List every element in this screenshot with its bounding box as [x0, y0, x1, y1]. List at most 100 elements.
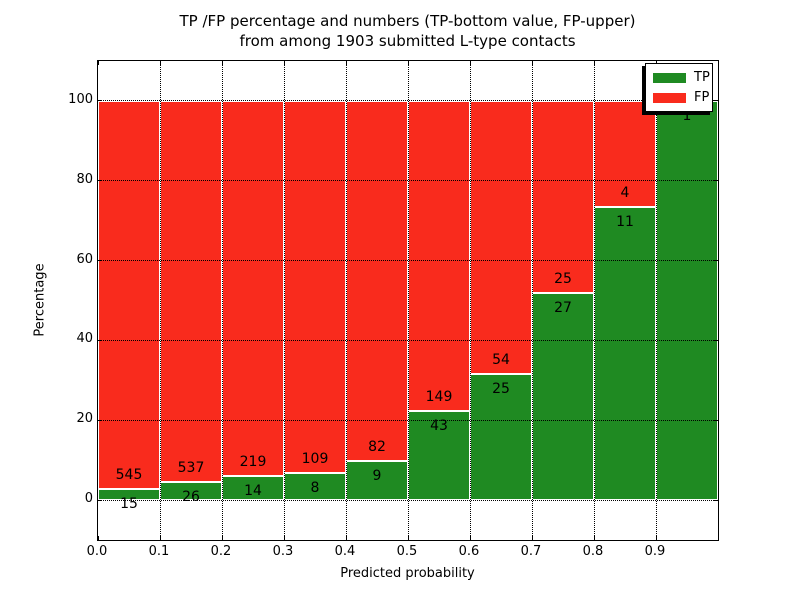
x-tick-label: 0.4: [334, 544, 356, 559]
gridline-vertical: [469, 61, 471, 540]
x-tickmark-bottom: [469, 536, 471, 540]
x-tickmark-top: [407, 61, 409, 65]
y-tickmark-left: [98, 100, 102, 102]
bar-segment-tp: [470, 373, 532, 501]
legend-swatch-tp: [653, 72, 686, 83]
bar-label-tp: 27: [554, 299, 572, 316]
bar-segment-tp: [408, 410, 470, 501]
y-tickmark-right: [714, 260, 718, 262]
gridline-horizontal: [98, 260, 718, 262]
chart-title-line1: TP /FP percentage and numbers (TP-bottom…: [179, 12, 636, 30]
x-tickmark-top: [593, 61, 595, 65]
gridline-horizontal: [98, 339, 718, 341]
x-tickmark-top: [97, 61, 99, 65]
gridline-vertical: [283, 61, 285, 540]
bar-segment-fp: [470, 100, 532, 374]
bar-segment-tp: [594, 207, 656, 501]
bar-segment-fp: [408, 100, 470, 411]
gridline-vertical: [345, 61, 347, 540]
x-tick-label: 0.1: [148, 544, 170, 559]
x-tickmark-top: [283, 61, 285, 65]
bar-label-tp: 25: [492, 380, 510, 397]
legend-label: TP: [694, 70, 710, 85]
x-tick-label: 0.5: [396, 544, 418, 559]
x-tickmark-bottom: [593, 536, 595, 540]
y-tickmark-left: [98, 339, 102, 341]
x-tickmark-top: [469, 61, 471, 65]
y-tickmark-left: [98, 499, 102, 501]
x-tickmark-top: [221, 61, 223, 65]
x-tickmark-top: [345, 61, 347, 65]
bar-label-fp: 82: [368, 438, 386, 455]
bar-label-fp: 25: [554, 270, 572, 287]
x-tickmark-bottom: [407, 536, 409, 540]
legend-row: TP: [653, 71, 710, 84]
plot-area: 5451553726219141098829149435425252741101: [97, 60, 719, 541]
bar-segment-fp: [284, 100, 346, 473]
bar-segment-fp: [594, 100, 656, 208]
bar-label-fp: 537: [177, 459, 205, 476]
bar-label-tp: 1: [682, 107, 692, 124]
bar-segment-tp: [284, 472, 346, 501]
bar-label-fp: 54: [492, 351, 510, 368]
bar-segment-fp: [160, 100, 222, 482]
y-tick-label: 60: [76, 251, 93, 267]
y-tickmark-right: [714, 180, 718, 182]
legend: TP FP: [645, 63, 713, 112]
x-tickmark-bottom: [283, 536, 285, 540]
y-tick-label: 40: [76, 331, 93, 347]
bar-segment-fp: [98, 100, 160, 490]
x-tickmark-bottom: [159, 536, 161, 540]
y-tick-label: 20: [76, 411, 93, 427]
x-tick-label: 0.0: [86, 544, 108, 559]
bar-label-fp: 4: [620, 185, 630, 202]
chart-title: TP /FP percentage and numbers (TP-bottom…: [97, 11, 718, 51]
bar-segment-fp: [532, 100, 594, 293]
legend-swatch-fp: [653, 92, 686, 103]
gridline-vertical: [407, 61, 409, 540]
gridline-horizontal: [98, 180, 718, 182]
gridline-vertical: [221, 61, 223, 540]
x-axis-label: Predicted probability: [340, 566, 475, 581]
x-tickmark-top: [531, 61, 533, 65]
bar-label-tp: 43: [430, 417, 448, 434]
y-tickmark-right: [714, 100, 718, 102]
bar-segment-fp: [346, 100, 408, 461]
x-tickmark-bottom: [655, 536, 657, 540]
legend-row: FP: [653, 90, 710, 105]
x-tick-label: 0.7: [520, 544, 542, 559]
y-axis-label: Percentage: [32, 263, 48, 337]
bar-segment-tp: [656, 100, 718, 501]
bar-label-fp: 109: [301, 450, 329, 467]
y-tickmark-right: [714, 499, 718, 501]
x-tick-label: 0.8: [582, 544, 604, 559]
y-tickmark-right: [714, 419, 718, 421]
bar-label-fp: 219: [239, 454, 267, 471]
x-tick-label: 0.6: [458, 544, 480, 559]
legend-label: FP: [694, 90, 710, 105]
bar-label-tp: 26: [182, 488, 200, 505]
bar-label-fp: 545: [115, 467, 143, 484]
x-tickmark-top: [159, 61, 161, 65]
bar-segment-tp: [346, 460, 408, 501]
y-tick-label: 80: [76, 171, 93, 187]
gridline-vertical: [655, 61, 657, 540]
y-tickmark-left: [98, 419, 102, 421]
y-tickmark-right: [714, 339, 718, 341]
x-tickmark-bottom: [221, 536, 223, 540]
x-tickmark-bottom: [531, 536, 533, 540]
gridline-vertical: [593, 61, 595, 540]
x-tickmark-bottom: [345, 536, 347, 540]
gridline-horizontal: [98, 419, 718, 421]
x-tickmark-bottom: [97, 536, 99, 540]
gridline-vertical: [531, 61, 533, 540]
bar-label-tp: 11: [616, 214, 634, 231]
y-tick-label: 0: [84, 491, 93, 507]
x-tick-label: 0.9: [644, 544, 666, 559]
bar-label-tp: 8: [310, 479, 320, 496]
bar-label-tp: 15: [120, 496, 138, 513]
y-tickmark-left: [98, 180, 102, 182]
gridline-vertical: [159, 61, 161, 540]
bar-label-fp: 149: [425, 388, 453, 405]
